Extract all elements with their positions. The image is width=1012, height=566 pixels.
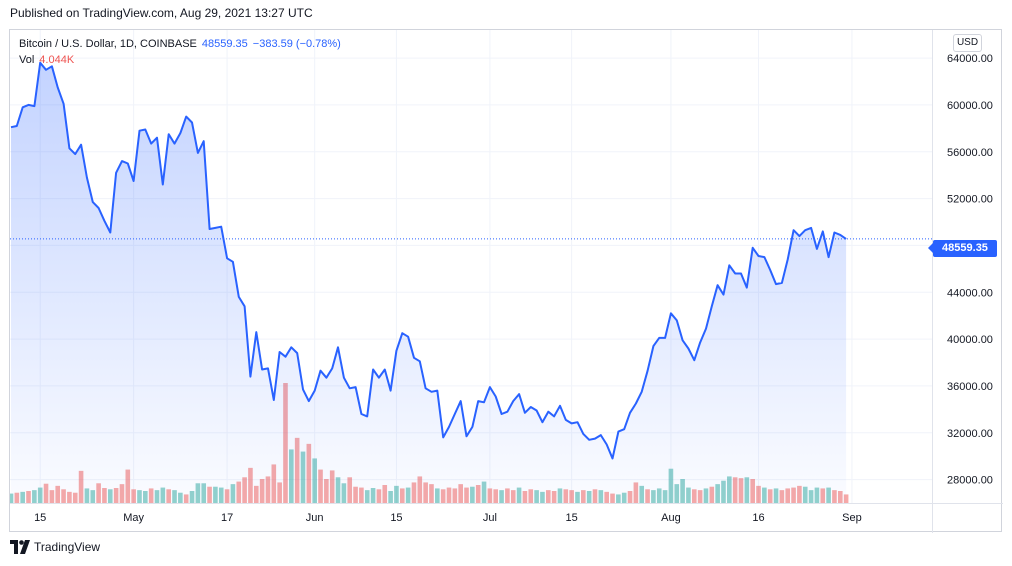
tradingview-logo-icon <box>10 540 30 554</box>
y-tick-label-8: 60000.00 <box>947 100 993 112</box>
y-tick-label-1: 32000.00 <box>947 428 993 440</box>
y-tick-label-0: 28000.00 <box>947 475 993 487</box>
legend-change: −383.59 (−0.78%) <box>252 38 341 50</box>
x-tick-label-4: 15 <box>390 512 402 524</box>
legend-symbol-row: Bitcoin / U.S. Dollar, 1D, COINBASE 48559… <box>19 36 341 52</box>
x-tick-label-0: 15 <box>34 512 46 524</box>
legend-volume-row: Vol 4.044K <box>19 52 341 68</box>
y-tick-label-9: 64000.00 <box>947 53 993 65</box>
chart-frame[interactable]: 28000.00 32000.00 36000.00 40000.00 44000.00… <box>9 29 1003 533</box>
x-tick-label-9: Sep <box>842 512 862 524</box>
x-tick-label-2: 17 <box>221 512 233 524</box>
x-tick-label-5: Jul <box>483 512 497 524</box>
x-tick-label-8: 16 <box>752 512 764 524</box>
price-line <box>10 61 847 460</box>
y-tick-label-2: 36000.00 <box>947 381 993 393</box>
volume-bar-143 <box>843 494 849 503</box>
y-tick-label-6: 52000.00 <box>947 194 993 206</box>
chart-legend: Bitcoin / U.S. Dollar, 1D, COINBASE 48559… <box>19 36 341 68</box>
x-tick-label-3: Jun <box>306 512 324 524</box>
y-tick-label-3: 40000.00 <box>947 334 993 346</box>
legend-last-price: 48559.35 <box>201 38 248 50</box>
x-tick-label-1: May <box>123 512 144 524</box>
legend-volume-label[interactable]: Vol <box>19 54 35 66</box>
brand-name: TradingView <box>34 540 101 554</box>
price-area-fill <box>11 62 847 504</box>
y-tick-label-7: 56000.00 <box>947 147 993 159</box>
legend-volume-value: 4.044K <box>39 54 75 66</box>
y-tick-label-4: 44000.00 <box>947 287 993 299</box>
x-tick-label-6: 15 <box>566 512 578 524</box>
price-chart[interactable]: 28000.00 32000.00 36000.00 40000.00 44000.00… <box>10 30 1003 533</box>
last-price-badge: 48559.35 <box>928 240 997 257</box>
currency-button[interactable]: USD <box>953 34 982 52</box>
published-caption: Published on TradingView.com, Aug 29, 20… <box>10 6 313 20</box>
legend-symbol[interactable]: Bitcoin / U.S. Dollar, 1D, COINBASE <box>19 38 197 50</box>
x-tick-label-7: Aug <box>661 512 681 524</box>
brand[interactable]: TradingView <box>10 540 100 554</box>
